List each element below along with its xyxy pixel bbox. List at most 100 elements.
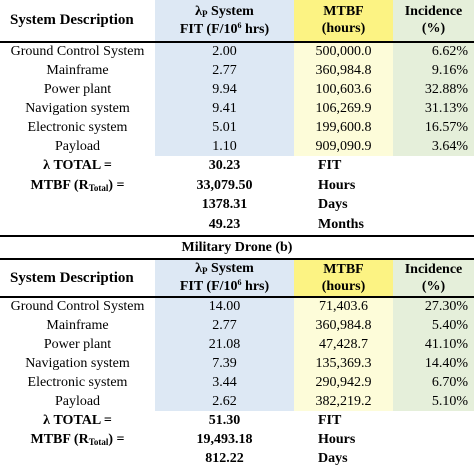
fit-unit-exponent: 6 xyxy=(237,20,242,30)
system-name: Navigation system xyxy=(25,100,130,116)
header-incidence: Incidence (%) xyxy=(393,0,474,42)
empty-cell xyxy=(393,156,474,176)
header-incidence-line2: (%) xyxy=(421,278,446,294)
header-system-description: System Description xyxy=(10,12,134,28)
incidence-value: 3.64% xyxy=(393,137,474,156)
mtbf-value: 909,090.9 xyxy=(294,137,393,156)
fit-value: 9.94 xyxy=(155,80,294,99)
incidence-value: 9.16% xyxy=(393,61,474,80)
table-row: Navigation system 7.39 135,369.3 14.40% xyxy=(0,354,474,373)
empty-cell xyxy=(393,430,474,449)
fit-value: 7.39 xyxy=(155,354,294,373)
lambda-symbol: λ xyxy=(195,3,203,19)
reliability-table-b: System Description λP System FIT (F/106 … xyxy=(0,258,474,469)
months-unit: Months xyxy=(294,215,393,235)
mtbf-value: 100,603.6 xyxy=(294,80,393,99)
system-name: Mainframe xyxy=(46,317,109,333)
lambda-subscript: P xyxy=(202,266,208,276)
empty-cell xyxy=(393,215,474,235)
fit-value: 3.44 xyxy=(155,373,294,392)
days-value: 1378.31 xyxy=(155,195,294,215)
fit-value: 21.08 xyxy=(155,335,294,354)
caption-military-drone: Military Drone (b) xyxy=(181,240,293,255)
incidence-value: 6.70% xyxy=(393,373,474,392)
fit-unit-post: hrs) xyxy=(241,21,270,37)
table-row: Payload 2.62 382,219.2 5.10% xyxy=(0,392,474,411)
mtbf-label-pre: MTBF (R xyxy=(30,177,89,193)
fit-value: 5.01 xyxy=(155,118,294,137)
incidence-value: 31.13% xyxy=(393,99,474,118)
system-name: Navigation system xyxy=(25,355,130,371)
mtbf-value: 199,600.8 xyxy=(294,118,393,137)
section-divider xyxy=(0,235,474,237)
mtbf-label-post: ) = xyxy=(108,431,125,447)
months-row: 49.23 Months xyxy=(0,215,474,235)
mtbf-value: 135,369.3 xyxy=(294,354,393,373)
reliability-table-a: System Description λP System FIT (F/106 … xyxy=(0,0,474,235)
table-row: Electronic system 5.01 199,600.8 16.57% xyxy=(0,118,474,137)
lambda-total-unit: FIT xyxy=(294,411,393,430)
header-incidence-line1: Incidence xyxy=(404,4,463,19)
table-b-header-row: System Description λP System FIT (F/106 … xyxy=(0,258,474,297)
system-name: Ground Control System xyxy=(0,296,155,316)
lambda-total-unit: FIT xyxy=(294,156,393,176)
incidence-value: 32.88% xyxy=(393,80,474,99)
mtbf-total-unit: Hours xyxy=(294,430,393,449)
mtbf-total-value: 19,493.18 xyxy=(155,430,294,449)
header-fit-system: System xyxy=(207,261,254,276)
mtbf-total-label: MTBF (RTotal) = xyxy=(0,430,155,449)
incidence-value: 41.10% xyxy=(393,335,474,354)
lambda-subscript: P xyxy=(202,8,208,19)
header-mtbf-line2: (hours) xyxy=(321,278,366,294)
incidence-value: 5.40% xyxy=(393,316,474,335)
system-name: Power plant xyxy=(43,81,112,97)
empty-cell xyxy=(393,176,474,195)
mtbf-total-value: 33,079.50 xyxy=(155,176,294,195)
lambda-total-label: λ TOTAL = xyxy=(0,411,155,430)
fit-value: 2.77 xyxy=(155,316,294,335)
days-unit: Days xyxy=(294,449,393,469)
mtbf-value: 71,403.6 xyxy=(294,296,393,316)
header-fit-system: System xyxy=(207,3,254,19)
lambda-total-value: 51.30 xyxy=(155,411,294,430)
empty-cell xyxy=(393,195,474,215)
table-row: Navigation system 9.41 106,269.9 31.13% xyxy=(0,99,474,118)
system-name: Payload xyxy=(54,393,101,409)
header-incidence-line1: Incidence xyxy=(404,261,463,277)
table-row: Ground Control System 2.00 500,000.0 6.6… xyxy=(0,41,474,61)
days-unit: Days xyxy=(294,195,393,215)
lambda-total-label: λ TOTAL = xyxy=(0,156,155,176)
header-fit-line2: FIT (F/106 hrs) xyxy=(155,279,294,294)
lambda-symbol: λ xyxy=(195,261,203,276)
fit-value: 1.10 xyxy=(155,137,294,156)
header-fit: λP System FIT (F/106 hrs) xyxy=(155,258,294,297)
incidence-value: 27.30% xyxy=(393,296,474,316)
table-row: Mainframe 2.77 360,984.8 9.16% xyxy=(0,61,474,80)
incidence-value: 6.62% xyxy=(393,41,474,61)
days-value: 812.22 xyxy=(155,449,294,469)
lambda-total-row: λ TOTAL = 51.30 FIT xyxy=(0,411,474,430)
header-mtbf-line1: MTBF xyxy=(323,261,364,277)
months-value: 49.23 xyxy=(155,215,294,235)
header-incidence: Incidence (%) xyxy=(393,258,474,297)
mtbf-label-pre: MTBF (R xyxy=(30,431,89,447)
mtbf-label-subscript: Total xyxy=(88,436,109,447)
mtbf-label-post: ) = xyxy=(108,177,125,193)
fit-value: 14.00 xyxy=(155,296,294,316)
fit-unit-pre: FIT (F/10 xyxy=(179,279,238,294)
empty-cell xyxy=(0,449,155,469)
mtbf-total-row: MTBF (RTotal) = 33,079.50 Hours xyxy=(0,176,474,195)
fit-value: 9.41 xyxy=(155,99,294,118)
mtbf-total-row: MTBF (RTotal) = 19,493.18 Hours xyxy=(0,430,474,449)
fit-value: 2.77 xyxy=(155,61,294,80)
empty-cell xyxy=(393,411,474,430)
header-fit: λP System FIT (F/106 hrs) xyxy=(155,0,294,42)
header-fit-line2: FIT (F/106 hrs) xyxy=(155,20,294,37)
mtbf-value: 360,984.8 xyxy=(294,316,393,335)
header-mtbf-line1: MTBF xyxy=(323,4,364,19)
table-row: Ground Control System 14.00 71,403.6 27.… xyxy=(0,296,474,316)
fit-value: 2.00 xyxy=(155,41,294,61)
header-mtbf-line2: (hours) xyxy=(321,21,366,36)
mtbf-value: 500,000.0 xyxy=(294,41,393,61)
mtbf-label-subscript: Total xyxy=(88,182,109,193)
